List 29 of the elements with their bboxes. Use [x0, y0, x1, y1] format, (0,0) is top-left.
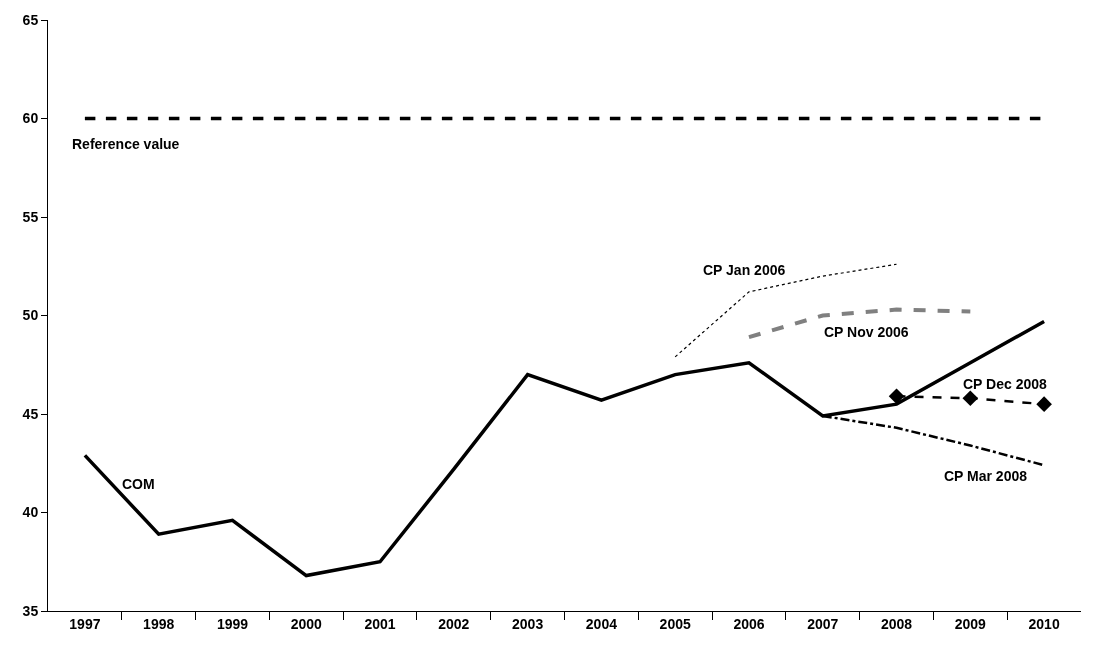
x-tick-label: 2009: [954, 615, 987, 632]
x-tick-label: 2004: [585, 615, 618, 632]
x-tick-label: 2005: [659, 615, 691, 632]
x-tick-label: 2000: [290, 615, 323, 632]
x-tick-label: 2002: [438, 615, 470, 632]
ref-line-label: Reference value: [72, 136, 180, 152]
line-series: [83, 319, 1046, 578]
y-tick-label: 45: [22, 405, 39, 422]
y-tick-label: 50: [22, 307, 39, 324]
x-tick-label: 1997: [69, 615, 101, 632]
x-tick-label: 2003: [512, 615, 544, 632]
x-tick-label: 1998: [143, 615, 175, 632]
series-label: CP Mar 2008: [944, 468, 1028, 484]
series-label: COM: [122, 476, 155, 492]
x-tick-label: 2006: [733, 615, 765, 632]
x-tick-label: 1999: [216, 615, 249, 632]
y-tick-label: 55: [22, 208, 39, 225]
series-label: CP Jan 2006: [703, 262, 786, 278]
x-tick-label: 2001: [364, 615, 396, 632]
x-tick-label: 2010: [1028, 615, 1060, 632]
series-label: CP Nov 2006: [824, 324, 909, 340]
y-tick-label: 60: [22, 110, 39, 127]
y-tick-label: 40: [22, 504, 39, 521]
y-tick-label: 65: [22, 11, 39, 28]
x-tick-label: 2007: [807, 615, 839, 632]
x-tick-label: 2008: [880, 615, 913, 632]
line-series: [746, 307, 973, 340]
series-label: CP Dec 2008: [963, 376, 1048, 392]
y-tick-label: 35: [22, 602, 39, 619]
